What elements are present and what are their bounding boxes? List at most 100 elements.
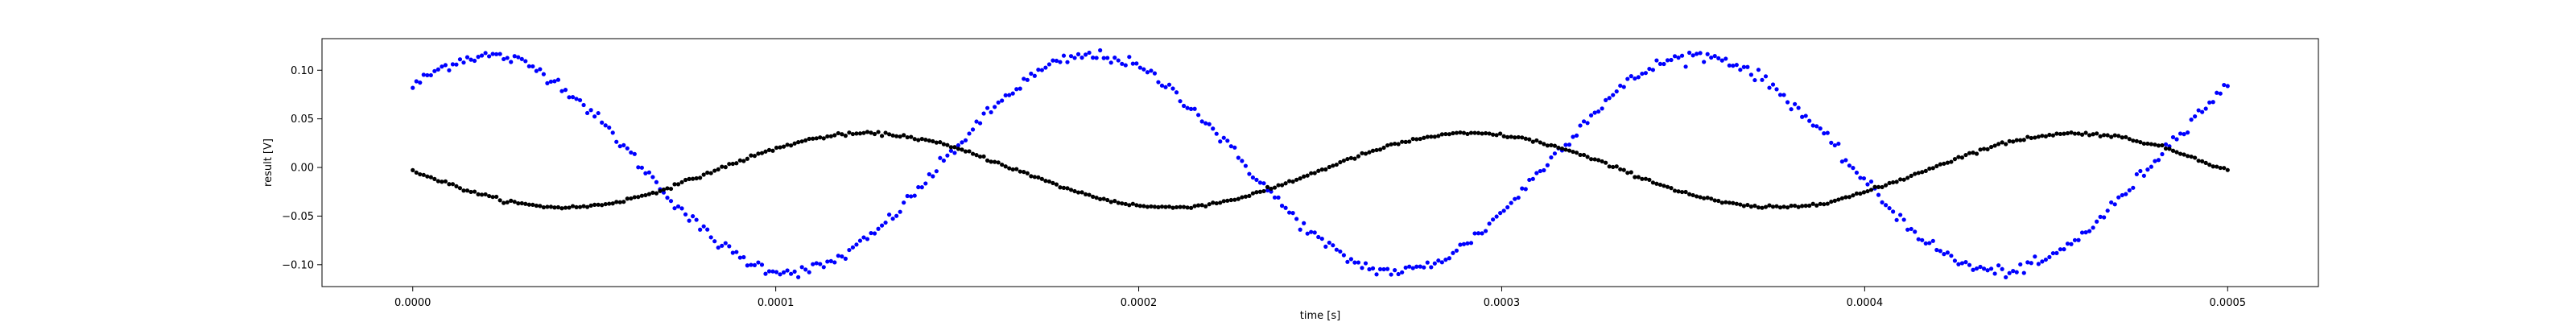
data-point	[457, 57, 463, 62]
data-point	[2116, 195, 2121, 200]
data-point	[487, 54, 492, 59]
data-point	[956, 142, 961, 148]
data-point	[1400, 139, 1405, 144]
data-point	[879, 223, 885, 228]
data-point	[464, 55, 470, 60]
data-point	[1287, 210, 1292, 215]
data-point	[2215, 164, 2219, 169]
data-point	[1105, 197, 1110, 203]
data-point	[1695, 52, 1699, 56]
data-point	[1614, 89, 1619, 94]
data-point	[1847, 195, 1852, 200]
data-point	[450, 182, 456, 187]
data-point	[1348, 155, 1353, 160]
plot-area: 0.0000 0.0001 0.0002 0.0003 0.0004 0.0005 −0.…	[282, 38, 2319, 309]
data-point	[632, 195, 637, 200]
data-point	[639, 165, 644, 170]
data-point	[1232, 197, 1237, 202]
data-point	[1985, 268, 1990, 273]
data-point	[1527, 137, 1532, 142]
data-point	[1901, 177, 1906, 182]
data-point	[1331, 163, 1335, 168]
data-point	[1108, 200, 1113, 204]
data-point	[1974, 266, 1979, 271]
data-point	[1429, 134, 1434, 139]
data-point	[552, 205, 557, 210]
data-point	[1523, 187, 1528, 192]
data-point	[1218, 200, 1223, 205]
data-point	[890, 133, 895, 138]
data-point	[1276, 195, 1281, 200]
data-point	[2131, 138, 2136, 143]
data-point	[1810, 123, 1815, 128]
data-point	[1010, 167, 1015, 172]
data-point	[1429, 265, 1434, 270]
data-point	[912, 137, 917, 142]
data-point	[2095, 219, 2099, 224]
data-point	[621, 200, 626, 204]
data-point	[1614, 164, 1619, 169]
data-point	[1113, 56, 1117, 60]
data-point	[730, 250, 735, 255]
data-point	[1662, 61, 1666, 67]
data-point	[1240, 159, 1245, 163]
data-point	[938, 155, 943, 160]
data-point	[1003, 93, 1008, 98]
data-point	[887, 213, 892, 217]
data-point	[1727, 63, 1732, 68]
data-point	[1920, 237, 1925, 242]
data-point	[1913, 171, 1918, 176]
data-point	[1949, 254, 1954, 258]
data-point	[1323, 167, 1328, 172]
data-point	[1189, 205, 1194, 210]
data-point	[1851, 166, 1856, 171]
data-point	[643, 171, 648, 175]
data-point	[581, 204, 586, 208]
data-point	[2079, 132, 2085, 137]
data-point	[1839, 159, 1844, 164]
data-point	[1934, 163, 1939, 168]
data-point	[919, 136, 924, 142]
data-point	[555, 77, 561, 82]
data-point	[1389, 142, 1393, 147]
data-point	[1981, 266, 1987, 271]
data-point	[785, 268, 790, 273]
data-point	[494, 52, 499, 56]
data-point	[2043, 134, 2048, 138]
data-point	[996, 160, 1001, 165]
data-point	[1858, 191, 1863, 196]
data-point	[1745, 64, 1750, 69]
data-point	[1971, 151, 1975, 155]
data-point	[2127, 137, 2132, 142]
data-point	[1025, 171, 1030, 175]
data-point	[2160, 142, 2165, 148]
data-point	[2072, 131, 2078, 136]
data-point	[443, 63, 448, 68]
data-point	[1145, 204, 1150, 209]
data-point	[828, 258, 833, 263]
data-point	[1676, 189, 1681, 194]
data-point	[665, 186, 670, 191]
data-point	[1621, 85, 1626, 89]
data-point	[2196, 108, 2201, 113]
data-point	[469, 189, 473, 195]
data-point	[548, 79, 554, 85]
data-point	[1683, 189, 1688, 195]
data-point	[1472, 231, 1477, 236]
data-point	[1218, 139, 1223, 144]
data-point	[600, 120, 605, 125]
data-point	[2105, 208, 2110, 213]
data-point	[2218, 165, 2223, 171]
data-point	[1734, 201, 1739, 206]
data-point	[1298, 176, 1302, 181]
data-point	[1385, 142, 1390, 148]
data-point	[883, 130, 888, 135]
data-point	[1250, 191, 1256, 196]
data-point	[741, 254, 746, 260]
data-point	[1618, 83, 1623, 89]
data-point	[1829, 140, 1834, 145]
data-point	[643, 192, 648, 198]
data-point	[857, 131, 863, 136]
data-point	[1974, 151, 1979, 156]
data-point	[428, 72, 433, 78]
